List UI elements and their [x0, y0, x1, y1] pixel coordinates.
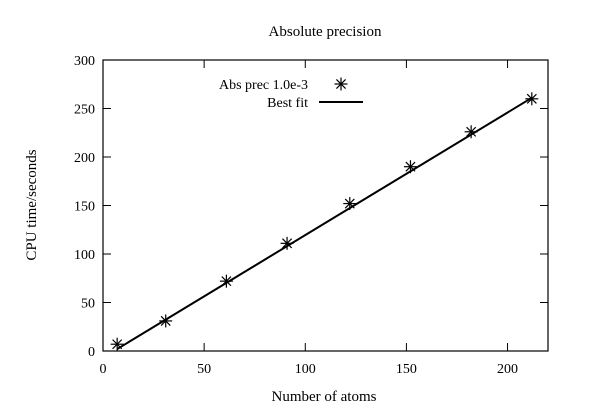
y-tick-label: 50 [81, 297, 95, 312]
x-tick-label: 0 [100, 362, 107, 377]
y-tick-label: 250 [74, 103, 95, 118]
data-point [280, 236, 294, 250]
best-fit-line [116, 96, 533, 350]
x-tick-label: 100 [295, 362, 316, 377]
y-tick-label: 300 [74, 54, 95, 69]
legend-point-symbol [334, 77, 348, 91]
y-tick-label: 200 [74, 151, 95, 166]
y-axis-label: CPU time/seconds [24, 149, 40, 260]
data-point [159, 314, 173, 328]
x-tick-label: 50 [197, 362, 211, 377]
legend-label: Best fit [267, 96, 308, 111]
x-axis-label: Number of atoms [272, 389, 377, 405]
data-point [464, 125, 478, 139]
x-tick-label: 150 [396, 362, 417, 377]
legend-label: Abs prec 1.0e-3 [219, 78, 308, 93]
plot-frame [102, 59, 549, 352]
y-tick-label: 0 [88, 345, 95, 360]
y-tick-label: 100 [74, 248, 95, 263]
plot-area: 0 50 100 150 200 0 50 100 150 200 250 300 Abs prec 1… [74, 54, 549, 377]
chart-title: Absolute precision [269, 24, 382, 40]
y-tick-label: 150 [74, 200, 95, 215]
x-tick-label: 200 [497, 362, 518, 377]
